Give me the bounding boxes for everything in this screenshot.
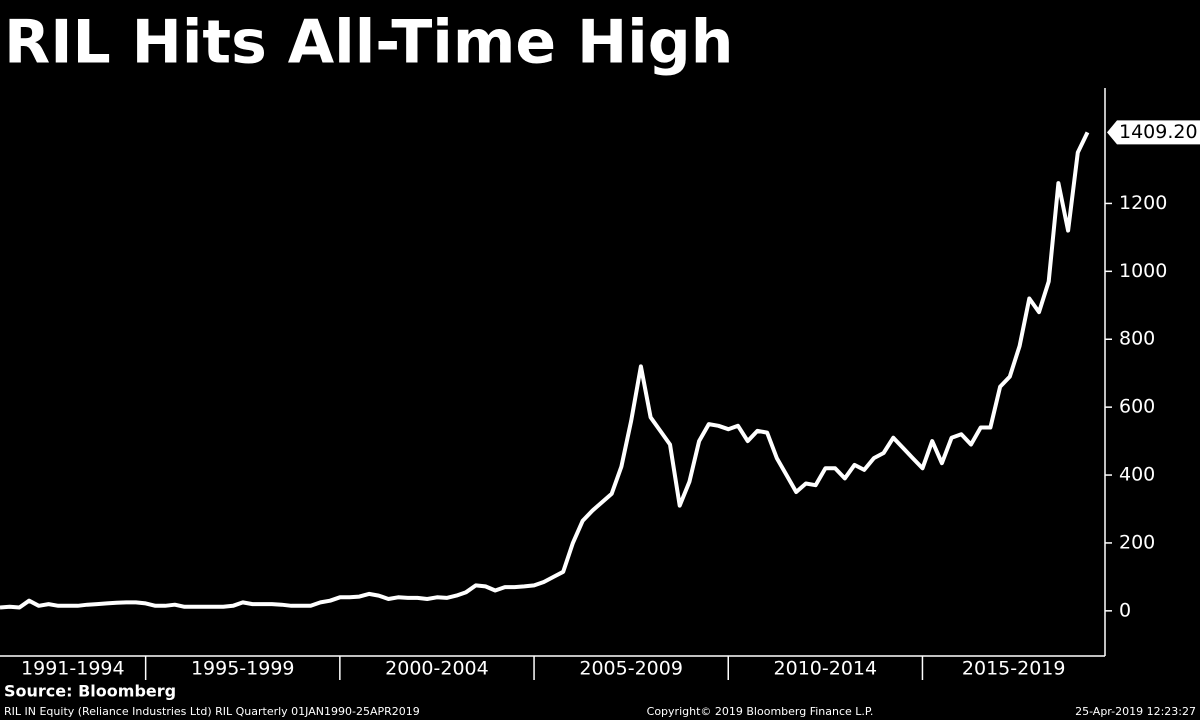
y-tick-label: 1200 (1119, 192, 1167, 214)
footer-center: Copyright© 2019 Bloomberg Finance L.P. (647, 705, 874, 718)
y-tick-label: 800 (1119, 328, 1155, 350)
x-period-label: 2005-2009 (579, 658, 683, 680)
x-period-label: 1991-1994 (21, 658, 125, 680)
last-value-box (1107, 120, 1200, 145)
y-tick-label: 400 (1119, 464, 1155, 486)
y-tick-label: 0 (1119, 599, 1131, 621)
x-period-label: 2010-2014 (774, 658, 878, 680)
x-period-label: 2000-2004 (385, 658, 489, 680)
price-line (0, 131, 1090, 610)
last-value-label: 1409.20 (1119, 121, 1198, 143)
chart-title: RIL Hits All-Time High (4, 8, 733, 78)
footer-left: RIL IN Equity (Reliance Industries Ltd) … (4, 705, 420, 718)
source: Source: Bloomberg (4, 682, 176, 701)
y-tick-label: 1000 (1119, 260, 1167, 282)
x-period-label: 1995-1999 (191, 658, 295, 680)
y-tick-label: 600 (1119, 396, 1155, 418)
x-period-label: 2015-2019 (962, 658, 1066, 680)
footer-right: 25-Apr-2019 12:23:27 (1075, 705, 1196, 718)
y-tick-label: 200 (1119, 531, 1155, 553)
